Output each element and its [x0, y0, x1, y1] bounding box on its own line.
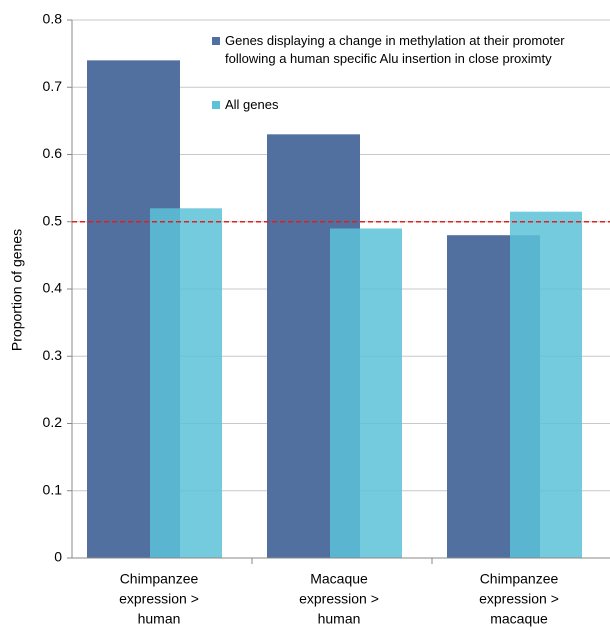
x-tick-label: human [138, 611, 181, 627]
bar [510, 211, 582, 558]
legend-swatch [212, 101, 220, 109]
y-tick-label: 0.6 [43, 145, 63, 161]
y-tick-label: 0.4 [43, 280, 63, 296]
legend-label: Genes displaying a change in methylation… [225, 33, 565, 66]
legend-swatch [212, 37, 220, 45]
y-tick-label: 0.2 [43, 414, 63, 430]
y-tick-label: 0.5 [43, 212, 63, 228]
x-tick-label: human [318, 611, 361, 627]
x-tick-label: Chimpanzee [480, 571, 559, 587]
y-tick-label: 0.7 [43, 78, 63, 94]
x-tick-label: expression > [479, 591, 559, 607]
x-tick-label: Chimpanzee [120, 571, 199, 587]
x-tick-label: Macaque [310, 571, 368, 587]
x-tick-label: expression > [299, 591, 379, 607]
x-tick-label: expression > [119, 591, 199, 607]
y-axis-label: Proportion of genes [9, 229, 25, 351]
legend-entry: All genes [212, 96, 412, 114]
x-tick-label: macaque [490, 611, 548, 627]
y-tick-label: 0.1 [43, 481, 63, 497]
bar [330, 228, 402, 558]
y-tick-label: 0.8 [43, 11, 63, 27]
legend-entry: Genes displaying a change in methylation… [212, 32, 610, 68]
y-tick-label: 0 [54, 549, 62, 565]
legend-label: All genes [225, 97, 279, 112]
bar [150, 208, 222, 559]
y-tick-label: 0.3 [43, 347, 63, 363]
